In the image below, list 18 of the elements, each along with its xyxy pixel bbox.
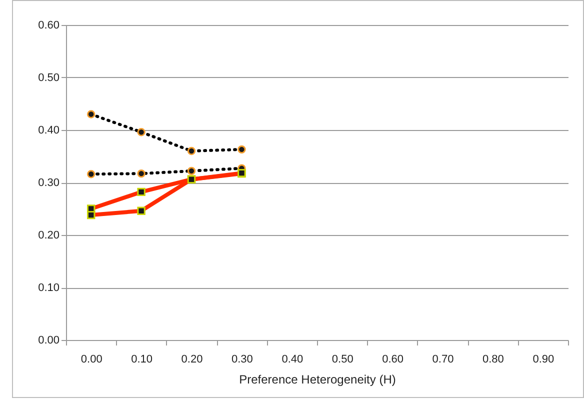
y-tick-label: 0.40 xyxy=(38,124,60,136)
y-tick-label: 0.30 xyxy=(38,177,60,189)
y-tick-label: 0.50 xyxy=(38,72,60,84)
x-tick-label: 0.70 xyxy=(432,354,454,366)
x-tick-label: 0.10 xyxy=(131,354,153,366)
y-tick-label: 0.60 xyxy=(38,20,60,32)
x-tick-label: 0.30 xyxy=(231,354,253,366)
y-tick-label: 0.00 xyxy=(38,334,60,346)
y-tick-label: 0.10 xyxy=(38,282,60,294)
x-axis-title: Preference Heterogeneity (H) xyxy=(239,372,396,386)
y-tick-label: 0.20 xyxy=(38,230,60,242)
x-tick-label: 0.60 xyxy=(382,354,404,366)
x-tick-label: 0.80 xyxy=(482,354,504,366)
x-tick-label: 0.50 xyxy=(332,354,354,366)
x-tick-label: 0.40 xyxy=(282,354,304,366)
x-tick-label: 0.00 xyxy=(80,354,102,366)
x-tick-label: 0.90 xyxy=(532,354,554,366)
x-tick-label: 0.20 xyxy=(181,354,203,366)
